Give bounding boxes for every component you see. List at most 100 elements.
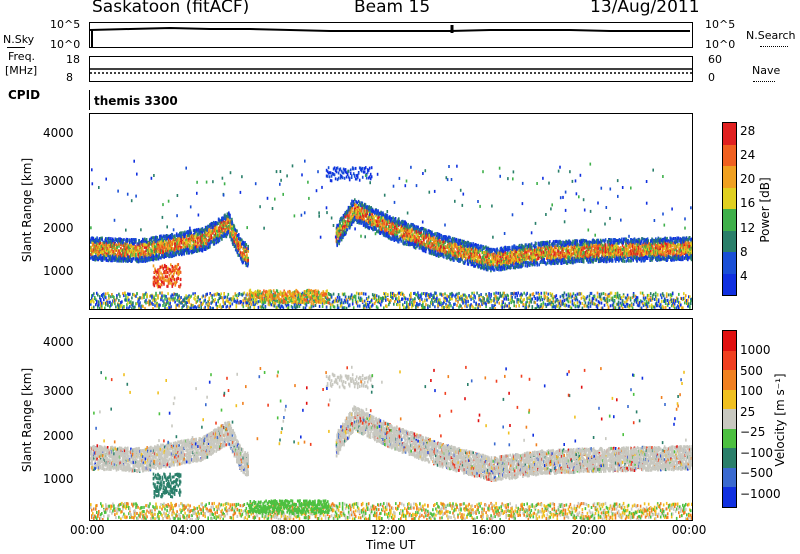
data-cell xyxy=(131,239,133,243)
data-cell xyxy=(137,246,139,250)
data-cell xyxy=(469,249,471,253)
data-cell xyxy=(394,219,397,223)
data-cell xyxy=(539,244,541,248)
data-cell xyxy=(185,251,188,255)
data-cell xyxy=(101,238,103,242)
data-cell xyxy=(200,233,202,237)
data-cell xyxy=(159,240,162,244)
data-cell xyxy=(532,248,534,252)
data-cell xyxy=(396,235,399,239)
data-cell xyxy=(201,249,204,253)
data-cell xyxy=(416,238,418,242)
data-cell xyxy=(232,233,234,236)
data-cell xyxy=(482,247,485,251)
data-cell xyxy=(486,255,489,259)
data-cell xyxy=(243,256,245,260)
data-cell xyxy=(512,258,515,262)
data-cell xyxy=(128,247,130,251)
data-cell xyxy=(163,238,165,242)
data-cell xyxy=(348,210,350,214)
data-cell xyxy=(98,240,100,244)
data-cell xyxy=(359,215,362,219)
data-cell xyxy=(232,239,234,243)
data-cell xyxy=(172,252,175,256)
data-cell xyxy=(469,242,471,246)
data-cell xyxy=(389,228,392,232)
data-cell xyxy=(222,226,225,230)
data-cell xyxy=(158,245,160,249)
data-cell xyxy=(404,229,407,233)
data-cell xyxy=(361,206,364,210)
data-cell xyxy=(392,222,395,226)
data-cell xyxy=(484,263,486,267)
data-cell xyxy=(143,250,146,254)
data-cell xyxy=(505,267,508,271)
data-cell xyxy=(197,241,199,245)
data-cell xyxy=(183,252,185,256)
data-cell xyxy=(527,253,530,257)
data-cell xyxy=(365,213,367,217)
data-cell xyxy=(466,259,469,262)
data-cell xyxy=(123,252,126,256)
data-cell xyxy=(373,216,375,220)
data-cell xyxy=(99,241,101,245)
data-cell xyxy=(435,247,438,251)
data-cell xyxy=(347,216,349,220)
data-cell xyxy=(162,239,164,243)
data-cell xyxy=(375,227,377,231)
data-cell xyxy=(414,239,416,243)
data-cell xyxy=(401,225,403,229)
beam-title: Beam 15 xyxy=(354,0,431,17)
data-cell xyxy=(127,250,130,254)
data-cell xyxy=(345,209,348,213)
data-cell xyxy=(436,244,438,248)
data-cell xyxy=(209,245,211,249)
data-cell xyxy=(143,245,146,249)
data-cell xyxy=(342,225,345,229)
data-cell xyxy=(530,245,533,249)
data-cell xyxy=(214,237,217,241)
data-cell xyxy=(499,265,502,269)
data-cell xyxy=(492,247,495,251)
data-cell xyxy=(184,243,187,247)
data-cell xyxy=(386,227,388,231)
data-cell xyxy=(430,244,433,248)
data-cell xyxy=(160,253,163,257)
data-cell xyxy=(413,245,416,249)
data-cell xyxy=(399,229,401,233)
data-cell xyxy=(542,254,544,258)
data-cell xyxy=(385,217,387,221)
data-cell xyxy=(476,255,478,259)
data-cell xyxy=(205,238,207,242)
data-cell xyxy=(409,224,411,228)
data-cell xyxy=(233,243,235,246)
data-cell xyxy=(425,243,428,247)
data-cell xyxy=(517,251,519,255)
data-cell xyxy=(113,243,115,247)
data-cell xyxy=(392,225,394,229)
data-cell xyxy=(518,264,521,268)
data-cell xyxy=(139,259,142,263)
data-cell xyxy=(105,240,108,244)
data-cell xyxy=(363,217,365,221)
data-cell xyxy=(154,245,156,249)
data-cell xyxy=(508,246,511,250)
data-cell xyxy=(231,217,233,221)
data-cell xyxy=(483,251,485,254)
data-cell xyxy=(515,253,518,257)
data-cell xyxy=(241,238,243,242)
data-cell xyxy=(410,224,412,228)
data-cell xyxy=(339,239,341,243)
data-cell xyxy=(184,235,186,238)
data-cell xyxy=(207,239,210,242)
nave-top-tick: 60 xyxy=(708,53,722,66)
data-cell xyxy=(536,263,539,267)
data-cell xyxy=(217,236,219,240)
data-cell xyxy=(431,231,433,235)
data-cell xyxy=(522,260,525,264)
freq-label-2: [MHz] xyxy=(5,64,38,77)
data-cell xyxy=(143,239,146,243)
data-cell xyxy=(91,241,93,245)
data-cell xyxy=(510,257,513,261)
data-cell xyxy=(154,239,157,243)
